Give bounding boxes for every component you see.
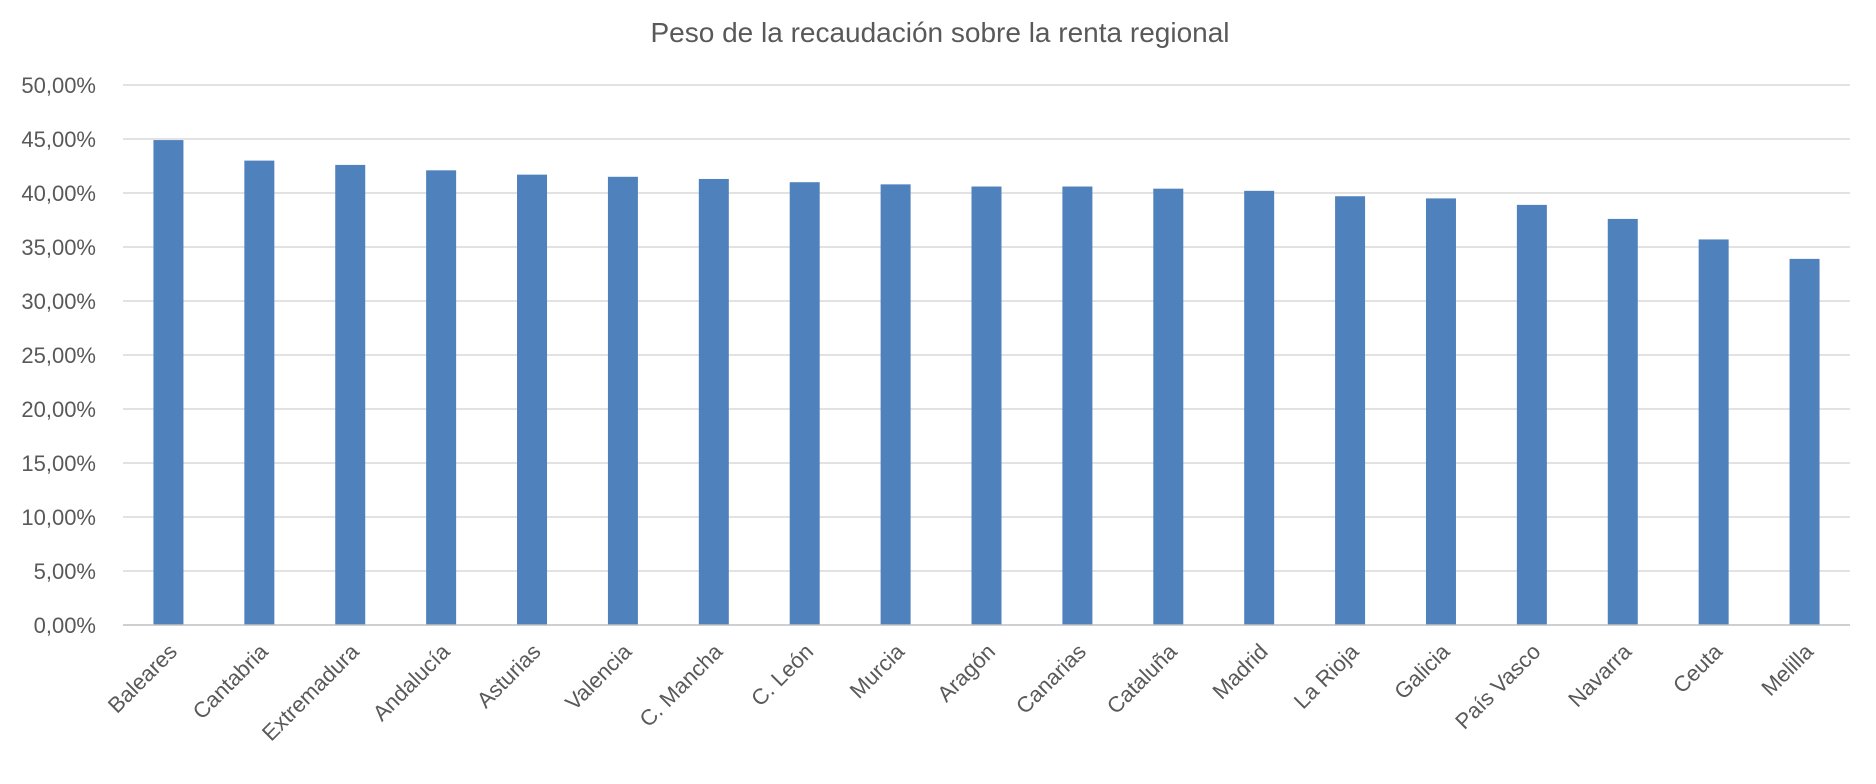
x-tick-label: Cantabria	[188, 638, 274, 724]
y-tick-label: 40,00%	[21, 181, 96, 206]
x-tick-label: Madrid	[1207, 639, 1272, 704]
x-tick-label: Baleares	[103, 639, 182, 718]
bar	[426, 170, 457, 625]
bar	[153, 140, 184, 625]
x-tick-label: La Rioja	[1289, 638, 1364, 713]
bar	[698, 178, 729, 625]
y-tick-label: 10,00%	[21, 505, 96, 530]
bar	[517, 174, 548, 625]
x-tick-label: Ceuta	[1668, 638, 1728, 698]
x-tick-label: Canarias	[1011, 639, 1091, 719]
bar	[1425, 198, 1456, 625]
x-tick-label: Extremadura	[257, 638, 364, 745]
x-tick-label: Melilla	[1756, 638, 1818, 700]
y-tick-label: 15,00%	[21, 451, 96, 476]
bars	[153, 140, 1820, 626]
x-tick-label: Aragón	[932, 639, 1000, 707]
x-tick-label: Murcia	[845, 638, 910, 703]
y-tick-label: 35,00%	[21, 235, 96, 260]
bar	[1698, 239, 1729, 625]
bar	[607, 176, 638, 626]
x-tick-label: Asturias	[472, 639, 546, 713]
y-tick-label: 30,00%	[21, 289, 96, 314]
x-tick-label: Andalucía	[368, 638, 455, 725]
bar	[244, 160, 275, 625]
x-tick-label: Valencia	[560, 638, 637, 715]
bar	[1335, 196, 1366, 626]
bar	[335, 164, 366, 626]
x-tick-label: País Vasco	[1450, 639, 1545, 734]
bar	[880, 184, 911, 626]
x-tick-label: C. Mancha	[634, 638, 727, 731]
y-tick-label: 50,00%	[21, 73, 96, 98]
y-tick-label: 25,00%	[21, 343, 96, 368]
bar	[1244, 190, 1275, 625]
bar	[789, 182, 820, 625]
bar	[1789, 258, 1820, 625]
chart-title: Peso de la recaudación sobre la renta re…	[650, 17, 1229, 48]
bar	[1153, 188, 1184, 625]
y-tick-label: 20,00%	[21, 397, 96, 422]
bar	[1607, 218, 1638, 626]
bar	[1516, 204, 1547, 625]
y-tick-label: 5,00%	[34, 559, 96, 584]
x-tick-label: Cataluña	[1102, 638, 1182, 718]
x-tick-label: Navarra	[1563, 638, 1637, 712]
bar	[971, 186, 1002, 625]
y-axis-tick-labels: 0,00% 5,00% 10,00% 15,00% 20,00% 25,00% 30,00%…	[21, 73, 96, 638]
bar	[1062, 186, 1093, 625]
y-tick-label: 0,00%	[34, 613, 96, 638]
y-tick-label: 45,00%	[21, 127, 96, 152]
x-tick-label: Galicia	[1389, 638, 1455, 704]
x-tick-label: C. León	[746, 639, 818, 711]
